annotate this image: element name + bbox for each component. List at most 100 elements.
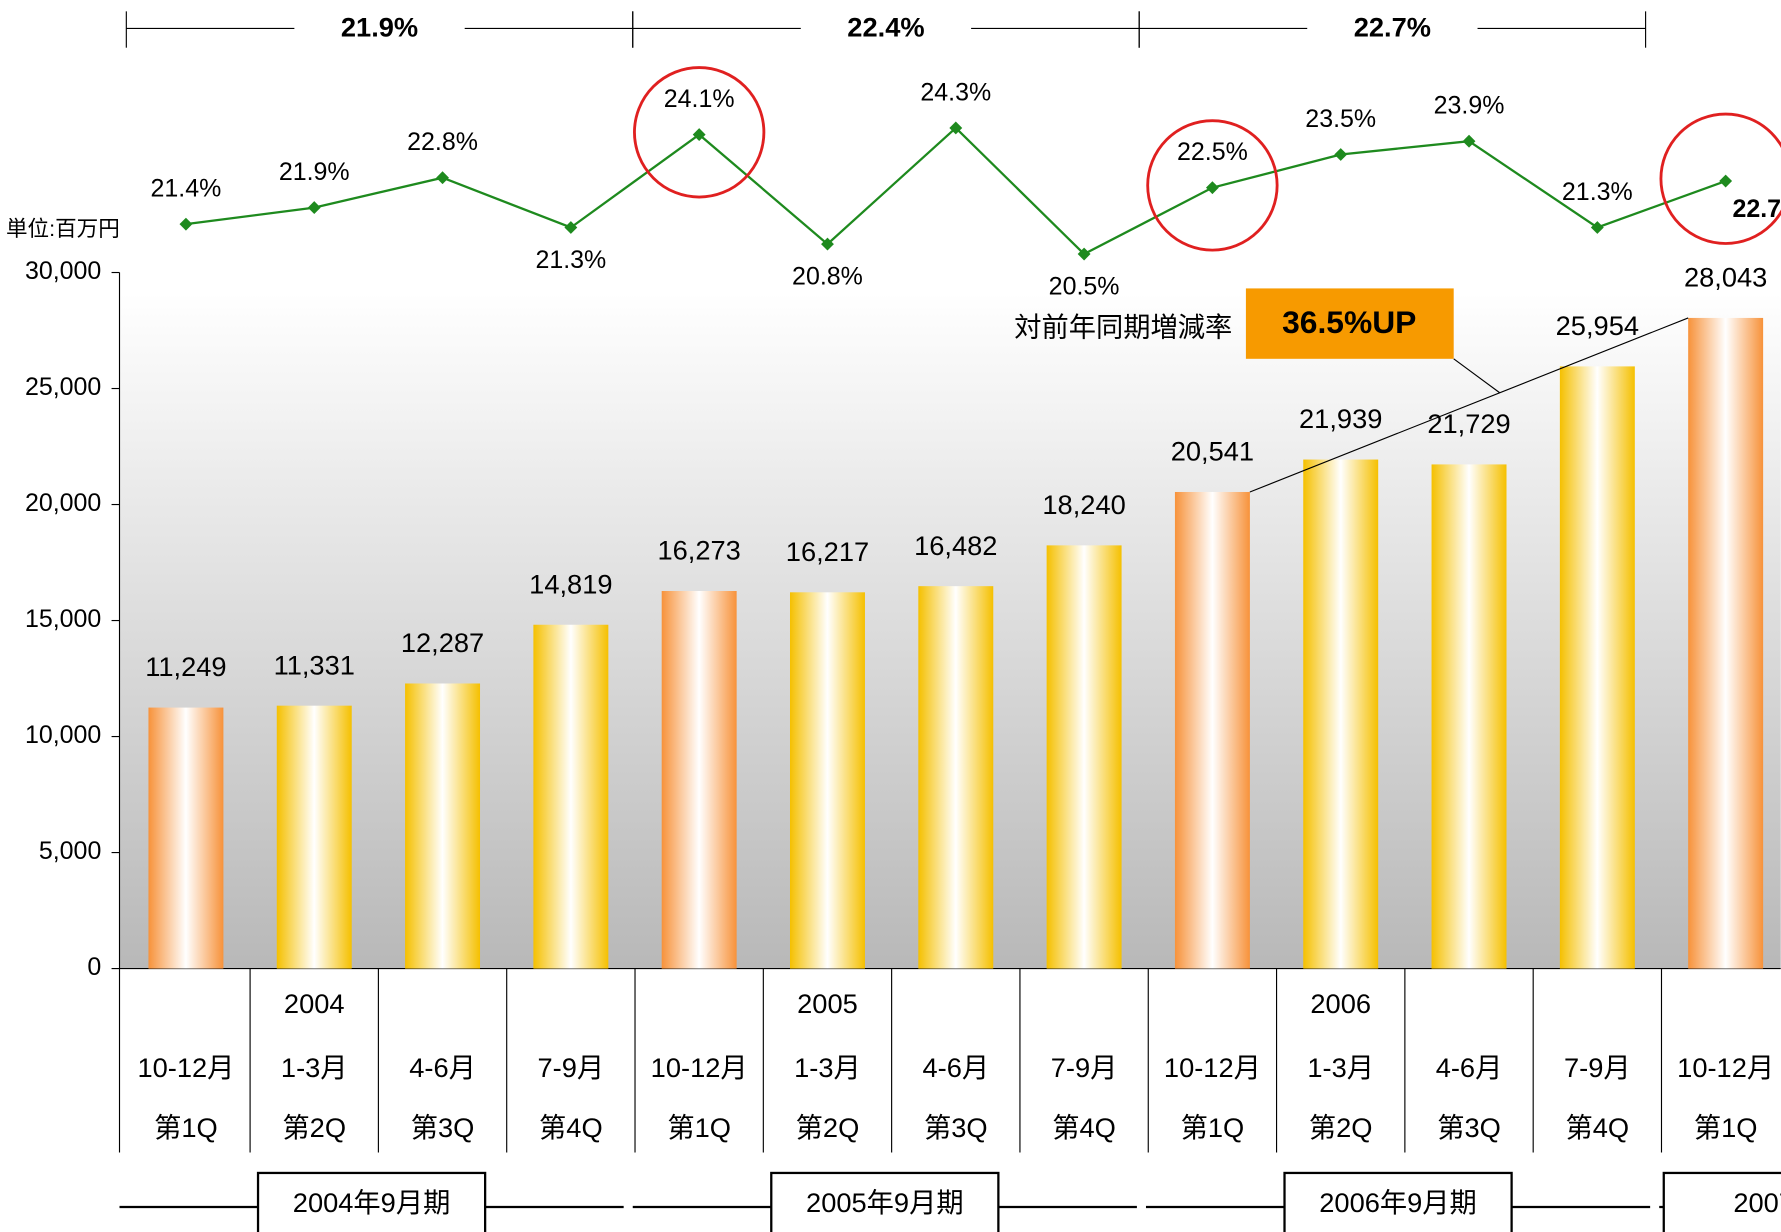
x-tick-label: 1-3月 — [281, 1052, 348, 1083]
x-tick-label: 7-9月 — [1564, 1052, 1631, 1083]
line-point — [179, 217, 193, 231]
quarter-label: 第2Q — [796, 1112, 860, 1143]
period-label: 2006年9月期 — [1319, 1187, 1477, 1218]
period-label: 2007年 — [1733, 1187, 1781, 1218]
bar-value-label: 16,273 — [657, 535, 740, 566]
quarter-label: 第3Q — [924, 1112, 988, 1143]
x-tick-label: 10-12月 — [137, 1052, 234, 1083]
line-point — [436, 171, 449, 185]
y-tick-label: 5,000 — [39, 837, 101, 865]
y-tick-label: 15,000 — [25, 605, 101, 633]
bar-value-label: 28,043 — [1684, 262, 1767, 293]
line-value-label: 21.3% — [1562, 178, 1633, 206]
period-box — [1283, 1171, 1513, 1232]
line-value-label: 22.7% — [1732, 195, 1781, 223]
quarter-label: 第4Q — [1566, 1112, 1630, 1143]
bar-value-label: 25,954 — [1556, 310, 1639, 341]
line-point — [1590, 221, 1604, 234]
ratio-gap — [800, 9, 972, 48]
highlight-circle — [1659, 112, 1781, 245]
line-value-label: 23.5% — [1305, 105, 1376, 133]
bar — [1303, 459, 1379, 969]
line-point — [821, 237, 834, 251]
line-value-label: 21.9% — [279, 158, 350, 186]
bar-value-label: 21,939 — [1299, 403, 1382, 434]
line-value-label: 21.4% — [151, 175, 222, 203]
bar — [148, 707, 224, 969]
quarter-label: 第1Q — [1181, 1112, 1245, 1143]
ratio-gap — [294, 9, 465, 48]
y-tick-label: 30,000 — [25, 257, 101, 285]
y-tick-label: 10,000 — [25, 721, 101, 749]
x-tick-label: 1-3月 — [1307, 1052, 1374, 1083]
bar — [790, 592, 865, 969]
bar-value-label: 11,331 — [274, 649, 355, 680]
y-tick-label: 20,000 — [25, 489, 101, 517]
bar — [533, 624, 609, 969]
quarter-label: 第4Q — [539, 1112, 603, 1143]
highlight-circle — [1146, 119, 1279, 252]
year-label: 2005 — [797, 988, 858, 1019]
period-box — [1662, 1171, 1781, 1232]
line-value-label: 21.3% — [535, 246, 606, 274]
year-label: 2004 — [284, 988, 345, 1019]
bar — [1174, 491, 1250, 969]
line-point — [1205, 181, 1219, 195]
x-tick-label: 10-12月 — [1164, 1052, 1261, 1083]
bar-value-label: 18,240 — [1042, 489, 1125, 520]
annotation-box — [1245, 288, 1454, 359]
bar — [405, 683, 481, 969]
period-label: 2004年9月期 — [293, 1187, 451, 1218]
bar — [661, 591, 737, 969]
x-tick-label: 4-6月 — [409, 1052, 476, 1083]
quarter-label: 第1Q — [667, 1112, 731, 1143]
growth-line — [1249, 317, 1689, 493]
bar — [918, 586, 994, 969]
x-tick-label: 10-12月 — [651, 1052, 748, 1083]
quarter-label: 第3Q — [411, 1112, 475, 1143]
annotation-value: 36.5%UP — [1282, 304, 1416, 340]
line-value-label: 22.5% — [1177, 138, 1248, 166]
line-point — [307, 201, 321, 215]
x-tick-label: 4-6月 — [922, 1052, 989, 1083]
line-value-label: 23.9% — [1434, 92, 1505, 120]
line-value-label: 24.1% — [664, 85, 735, 113]
bar — [1431, 464, 1507, 969]
quarter-label: 第2Q — [282, 1112, 346, 1143]
bar-value-label: 14,819 — [529, 568, 612, 599]
line-value-label: 20.8% — [792, 263, 863, 291]
x-tick-label: 7-9月 — [538, 1052, 605, 1083]
bar-value-label: 16,482 — [914, 530, 997, 561]
unit-label: 単位:百万円 — [6, 216, 120, 241]
quarter-label: 第1Q — [1694, 1112, 1758, 1143]
period-label: 2005年9月期 — [806, 1187, 964, 1218]
quarter-label: 第4Q — [1052, 1112, 1116, 1143]
period-ratio-label: 22.4% — [847, 12, 924, 43]
annotation-text: 対前年同期増減率 — [1014, 311, 1232, 342]
x-tick-label: 4-6月 — [1436, 1052, 1503, 1083]
quarter-label: 第2Q — [1309, 1112, 1373, 1143]
line-value-label: 20.5% — [1049, 273, 1120, 301]
y-tick-label: 0 — [87, 953, 101, 981]
line-point — [564, 221, 578, 234]
quarter-label: 第1Q — [154, 1112, 218, 1143]
line-value-label: 24.3% — [920, 78, 991, 106]
y-tick-label: 25,000 — [25, 373, 101, 401]
line-value-label: 22.8% — [407, 128, 478, 156]
period-ratio-label: 22.7% — [1354, 12, 1431, 43]
bar-value-label: 11,249 — [145, 651, 226, 682]
bar-value-label: 20,541 — [1171, 436, 1254, 467]
bar-value-label: 16,217 — [786, 536, 869, 567]
line-point — [1719, 174, 1733, 188]
bar-value-label: 21,729 — [1427, 408, 1510, 439]
quarter-label: 第3Q — [1437, 1112, 1501, 1143]
ratio-gap — [1307, 9, 1478, 48]
line-point — [1334, 148, 1348, 161]
period-ratio-label: 21.9% — [341, 12, 418, 43]
x-tick-label: 1-3月 — [794, 1052, 861, 1083]
period-box — [770, 1171, 1000, 1232]
x-tick-label: 10-12月 — [1677, 1052, 1774, 1083]
line-point — [1462, 134, 1476, 148]
bar — [1688, 317, 1764, 969]
